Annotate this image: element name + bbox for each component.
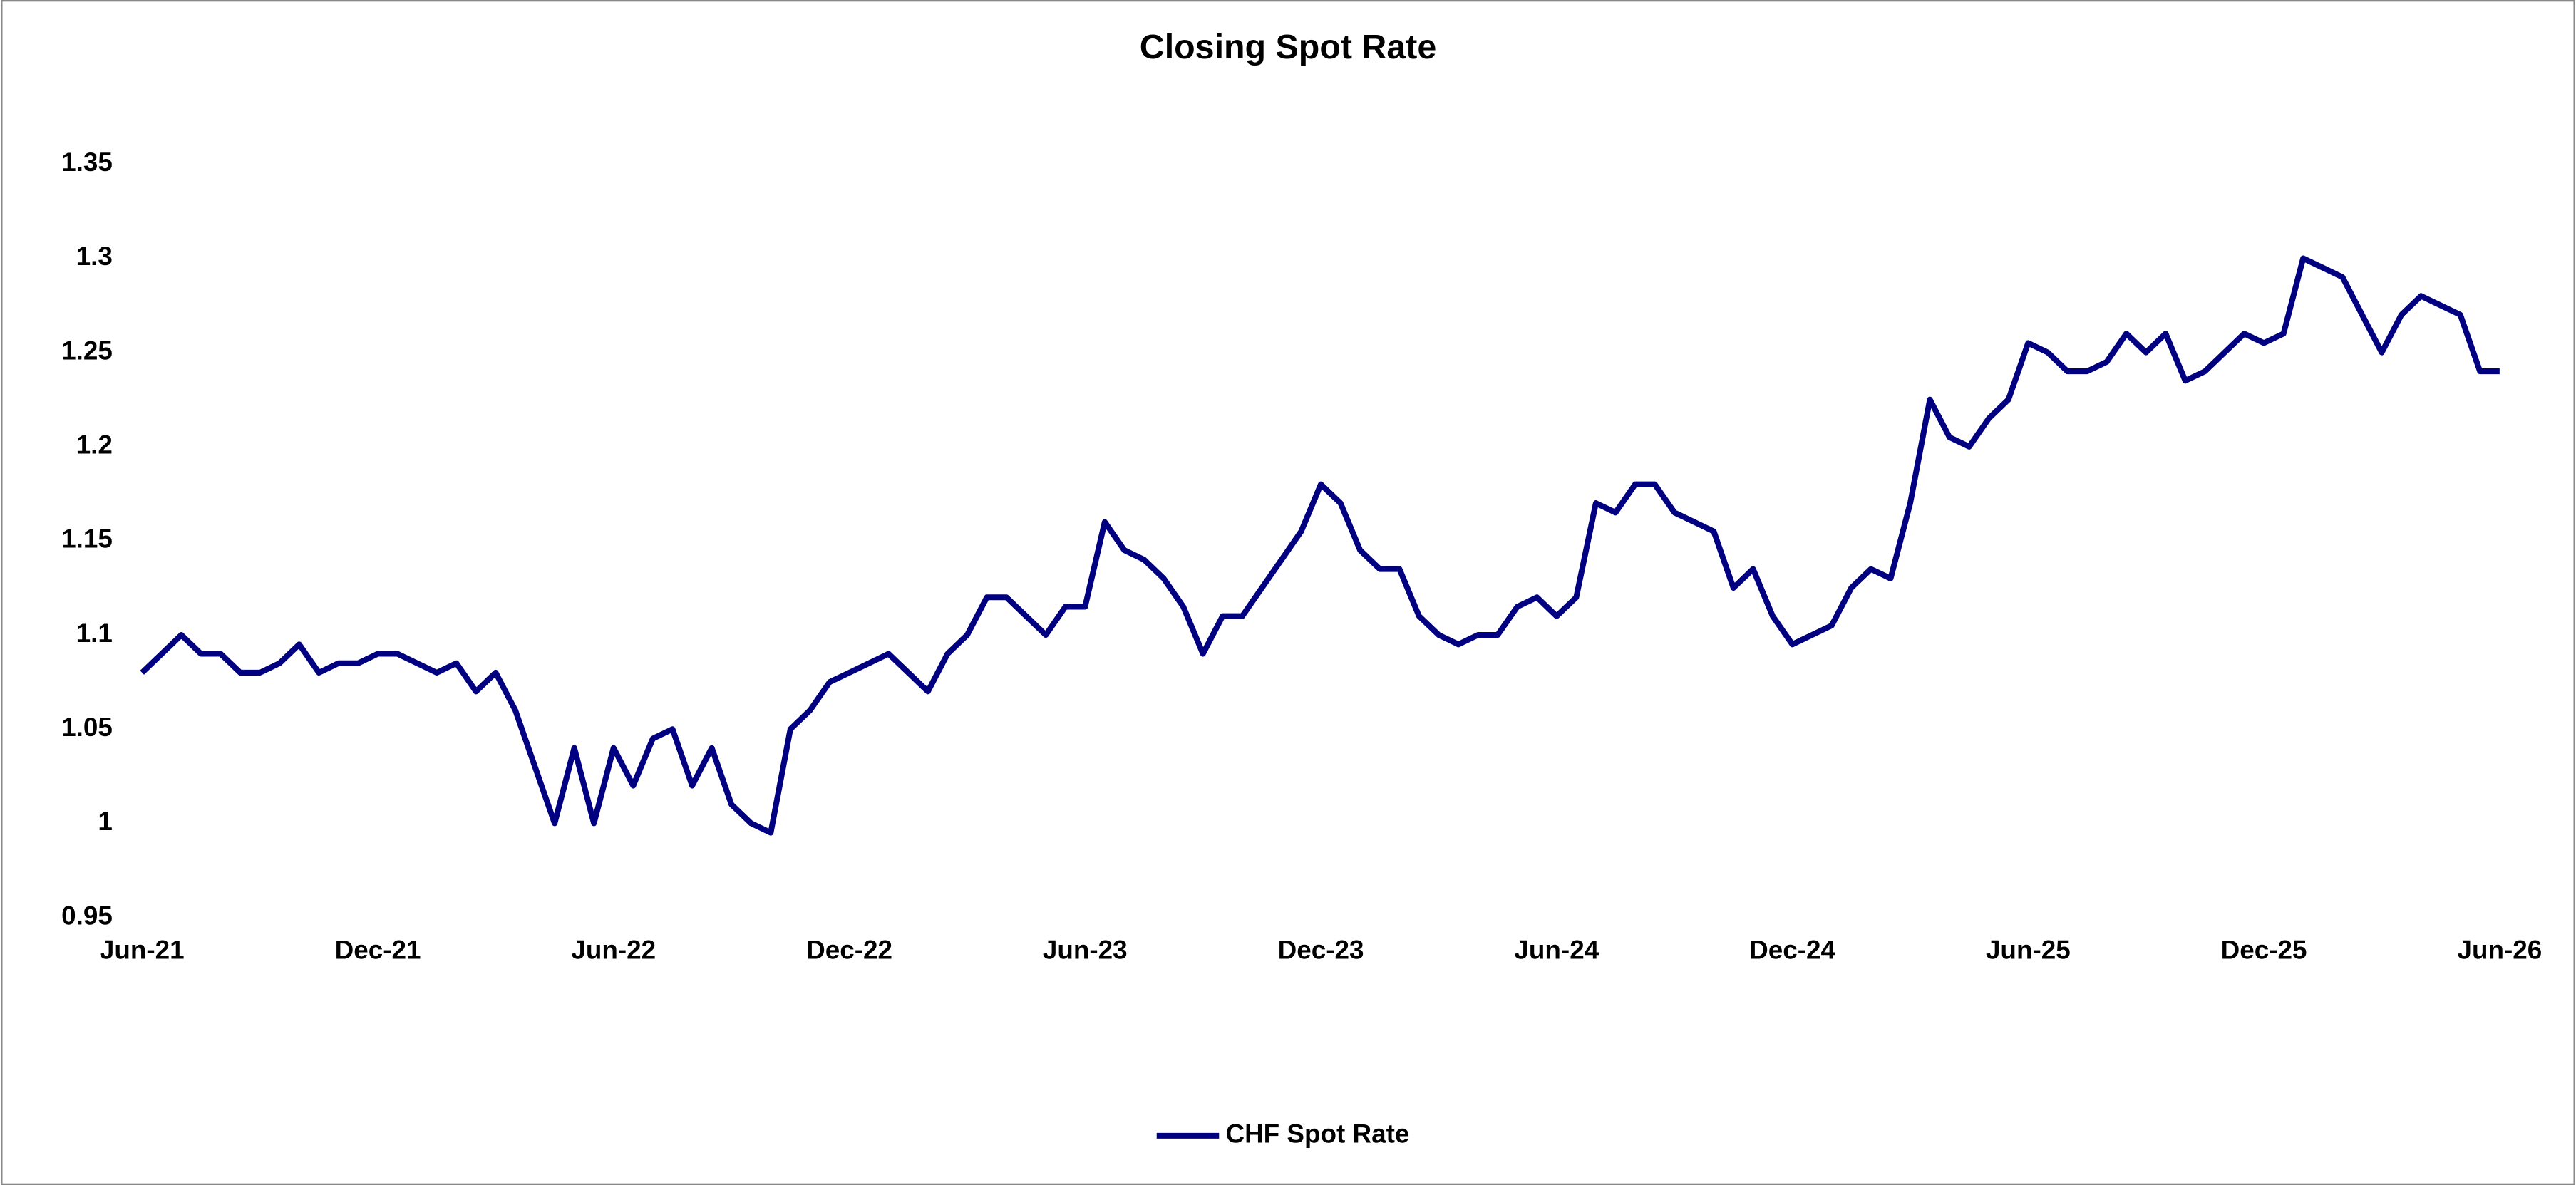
x-tick-label: Dec-23 xyxy=(1278,936,1364,965)
y-tick-label: 1.05 xyxy=(61,713,113,742)
legend-label: CHF Spot Rate xyxy=(1225,1119,1409,1149)
x-tick-label: Jun-22 xyxy=(571,936,656,965)
x-tick-label: Dec-24 xyxy=(1749,936,1835,965)
x-tick-label: Jun-23 xyxy=(1043,936,1128,965)
y-tick-label: 0.95 xyxy=(61,901,113,930)
y-tick-label: 1.2 xyxy=(76,430,113,460)
y-tick-label: 1 xyxy=(98,807,113,836)
x-tick-label: Dec-25 xyxy=(2221,936,2307,965)
y-tick-label: 1.35 xyxy=(61,148,113,177)
x-tick-label: Dec-21 xyxy=(335,936,421,965)
x-tick-label: Jun-21 xyxy=(100,936,185,965)
x-tick-label: Jun-24 xyxy=(1514,936,1599,965)
x-tick-label: Jun-25 xyxy=(1986,936,2071,965)
x-tick-label: Jun-26 xyxy=(2457,936,2542,965)
y-tick-label: 1.1 xyxy=(76,619,113,648)
y-tick-label: 1.25 xyxy=(61,336,113,365)
chart-title: Closing Spot Rate xyxy=(1140,28,1436,66)
y-tick-label: 1.3 xyxy=(76,242,113,271)
line-series xyxy=(140,255,2500,836)
y-tick-label: 1.15 xyxy=(61,524,113,554)
x-tick-label: Dec-22 xyxy=(806,936,892,965)
